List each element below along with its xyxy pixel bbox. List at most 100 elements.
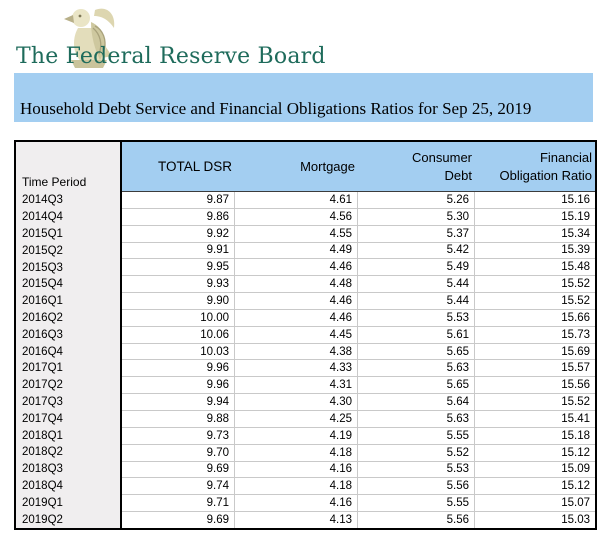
period-cell: 2016Q2 [22, 311, 63, 324]
table-cell: 9.70 [122, 444, 235, 461]
table-cell: 9.94 [122, 394, 235, 410]
table-cell: 15.39 [561, 244, 590, 257]
table-cell: 15.52 [561, 294, 590, 307]
table-cell: 5.30 [358, 208, 475, 225]
table-cell: 4.55 [235, 225, 358, 242]
table-cell: 9.71 [122, 495, 235, 512]
table-row: 9.92 4.55 5.37 15.34 [122, 225, 595, 243]
table-row: 9.74 4.18 5.56 15.12 [122, 478, 595, 496]
period-cell: 2018Q4 [22, 479, 63, 492]
period-cell: 2015Q1 [22, 227, 63, 240]
table-cell: 15.52 [561, 278, 590, 291]
table-cell: 4.33 [235, 360, 358, 377]
table-cell: 4.25 [235, 410, 358, 427]
table-cell: 15.34 [561, 227, 590, 240]
period-cell: 2014Q3 [22, 194, 63, 207]
period-cell: 2018Q2 [22, 446, 63, 459]
table-cell: 9.74 [122, 478, 235, 495]
table-row: 9.69 4.16 5.53 15.09 [122, 461, 595, 479]
table-cell: 4.19 [235, 427, 358, 444]
period-cell: 2016Q1 [22, 295, 63, 308]
period-cell: 2015Q4 [22, 278, 63, 291]
table-row: 9.70 4.18 5.52 15.12 [122, 444, 595, 462]
table-cell: 5.26 [358, 192, 475, 208]
period-cell: 2015Q2 [22, 244, 63, 257]
table-cell: 9.92 [122, 225, 235, 242]
period-cell: 2015Q3 [22, 261, 63, 274]
period-cell: 2017Q4 [22, 412, 63, 425]
table-row: 10.06 4.45 5.61 15.73 [122, 326, 595, 344]
table-cell: 9.73 [122, 427, 235, 444]
table-row: 9.90 4.46 5.44 15.52 [122, 293, 595, 310]
table-row: 9.71 4.16 5.55 15.07 [122, 495, 595, 513]
table-cell: 5.37 [358, 225, 475, 242]
table-row: 9.87 4.61 5.26 15.16 [122, 192, 595, 209]
table-cell: 9.95 [122, 259, 235, 276]
table-cell: 4.61 [235, 192, 358, 208]
table-cell: 4.18 [235, 444, 358, 461]
table-cell: 10.06 [122, 326, 235, 343]
table-cell: 9.90 [122, 293, 235, 309]
table-cell: 15.56 [561, 379, 590, 392]
period-cell: 2019Q1 [22, 496, 63, 509]
table-cell: 4.48 [235, 276, 358, 293]
table-cell: 5.55 [358, 427, 475, 444]
table-cell: 4.38 [235, 343, 358, 360]
title-bar: Household Debt Service and Financial Obl… [14, 73, 593, 122]
table-cell: 5.61 [358, 326, 475, 343]
table-cell: 5.55 [358, 495, 475, 512]
data-columns: TOTAL DSR Mortgage Consumer Debt Financi… [122, 142, 595, 528]
table-cell: 9.91 [122, 242, 235, 259]
time-period-header: Time Period [22, 175, 87, 189]
table-cell: 15.57 [561, 362, 590, 375]
table-cell: 15.69 [561, 345, 590, 358]
period-cell: 2017Q3 [22, 395, 63, 408]
table-cell: 4.16 [235, 461, 358, 478]
table-cell: 4.46 [235, 309, 358, 326]
period-cell: 2016Q3 [22, 328, 63, 341]
table-cell: 15.12 [561, 446, 590, 459]
table-cell: 4.31 [235, 377, 358, 394]
table-cell: 4.46 [235, 293, 358, 309]
table-cell: 5.52 [358, 444, 475, 461]
table-cell: 5.42 [358, 242, 475, 259]
table-row: 9.88 4.25 5.63 15.41 [122, 410, 595, 428]
table-row: 9.93 4.48 5.44 15.52 [122, 276, 595, 294]
table-row: 9.73 4.19 5.55 15.18 [122, 427, 595, 445]
period-cell: 2017Q1 [22, 362, 63, 375]
column-header-row: TOTAL DSR Mortgage Consumer Debt Financi… [122, 142, 595, 192]
table-cell: 9.93 [122, 276, 235, 293]
table-cell: 15.52 [561, 396, 590, 409]
table-cell: 4.56 [235, 208, 358, 225]
table-cell: 5.49 [358, 259, 475, 276]
table-cell: 9.96 [122, 360, 235, 377]
time-period-column: Time Period 2014Q3 2014Q4 2015Q1 2015Q2 2015… [16, 142, 122, 528]
table-cell: 4.18 [235, 478, 358, 495]
table-row: 10.00 4.46 5.53 15.66 [122, 309, 595, 327]
table-cell: 5.65 [358, 377, 475, 394]
table-cell: 4.45 [235, 326, 358, 343]
table-row: 9.69 4.13 5.56 15.03 [122, 512, 595, 528]
period-cell: 2016Q4 [22, 345, 63, 358]
table-cell: 5.64 [358, 394, 475, 410]
table-cell: 5.56 [358, 478, 475, 495]
time-period-rows: 2014Q3 2014Q4 2015Q1 2015Q2 2015Q3 2015Q4 2016… [16, 192, 120, 528]
table-cell: 15.03 [561, 513, 590, 526]
table-cell: 4.30 [235, 394, 358, 410]
table-cell: 4.16 [235, 495, 358, 512]
column-header-consumer-debt: Consumer Debt [412, 150, 472, 183]
eagle-logo-icon [64, 8, 115, 68]
table-cell: 9.88 [122, 410, 235, 427]
period-cell: 2014Q4 [22, 211, 63, 224]
table-cell: 15.48 [561, 261, 590, 274]
table-row: 10.03 4.38 5.65 15.69 [122, 343, 595, 361]
table-cell: 15.07 [561, 497, 590, 510]
period-cell: 2017Q2 [22, 379, 63, 392]
table-cell: 15.16 [561, 193, 590, 206]
table-row: 9.96 4.31 5.65 15.56 [122, 377, 595, 395]
table-cell: 15.12 [561, 480, 590, 493]
period-cell: 2018Q1 [22, 429, 63, 442]
table-cell: 15.18 [561, 429, 590, 442]
brand-home-link[interactable]: The Federal Reserve Board [0, 0, 609, 72]
